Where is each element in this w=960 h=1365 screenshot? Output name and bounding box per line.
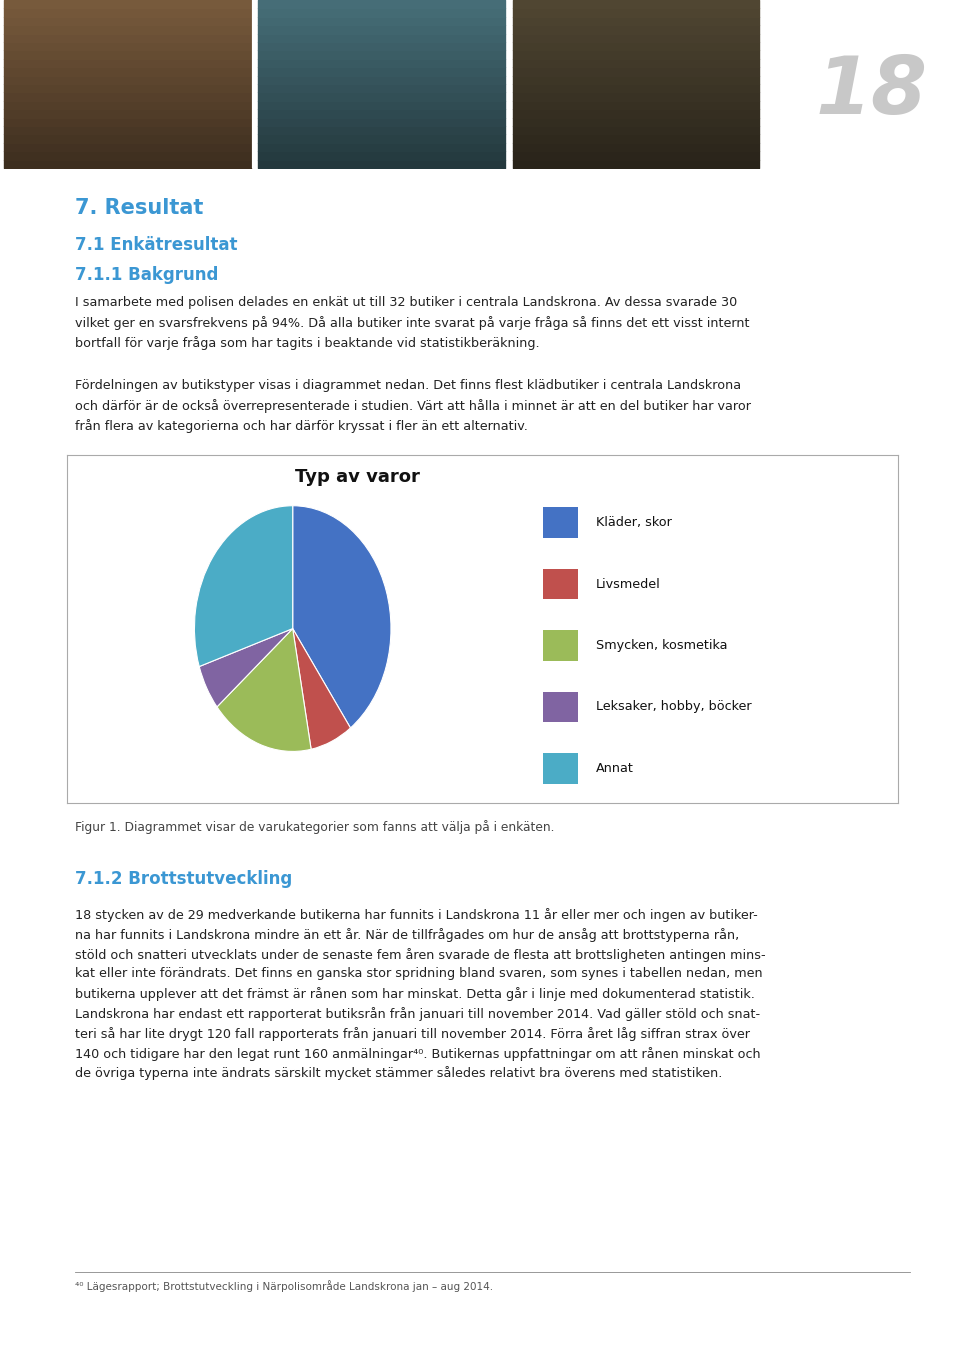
Text: Livsmedel: Livsmedel bbox=[595, 577, 660, 591]
Text: kat eller inte förändrats. Det finns en ganska stor spridning bland svaren, som : kat eller inte förändrats. Det finns en … bbox=[75, 968, 762, 980]
Bar bbox=[543, 569, 578, 599]
Text: 18: 18 bbox=[815, 53, 927, 131]
Text: En utredning om brottsförebyggande insatser inom handelsbranschen: En utredning om brottsförebyggande insat… bbox=[222, 1325, 738, 1340]
Text: na har funnits i Landskrona mindre än ett år. När de tillfrågades om hur de anså: na har funnits i Landskrona mindre än et… bbox=[75, 928, 739, 942]
Bar bbox=[543, 508, 578, 538]
Text: Annat: Annat bbox=[595, 762, 634, 775]
Text: 140 och tidigare har den legat runt 160 anmälningar⁴⁰. Butikernas uppfattningar : 140 och tidigare har den legat runt 160 … bbox=[75, 1047, 760, 1061]
Bar bbox=[543, 631, 578, 661]
Text: vilket ger en svarsfrekvens på 94%. Då alla butiker inte svarat på varje fråga s: vilket ger en svarsfrekvens på 94%. Då a… bbox=[75, 315, 750, 330]
Text: Figur 1. Diagrammet visar de varukategorier som fanns att välja på i enkäten.: Figur 1. Diagrammet visar de varukategor… bbox=[75, 820, 554, 834]
Text: Leksaker, hobby, böcker: Leksaker, hobby, böcker bbox=[595, 700, 752, 714]
Text: Landskrona har endast ett rapporterat butiksrån från januari till november 2014.: Landskrona har endast ett rapporterat bu… bbox=[75, 1007, 760, 1021]
Text: Typ av varor: Typ av varor bbox=[296, 468, 420, 486]
Wedge shape bbox=[293, 505, 391, 728]
Text: ⁴⁰ Lägesrapport; Brottstutveckling i Närpolisområde Landskrona jan – aug 2014.: ⁴⁰ Lägesrapport; Brottstutveckling i När… bbox=[75, 1280, 493, 1293]
Wedge shape bbox=[217, 628, 311, 751]
Text: teri så har lite drygt 120 fall rapporterats från januari till november 2014. Fö: teri så har lite drygt 120 fall rapporte… bbox=[75, 1026, 750, 1040]
Bar bbox=[543, 753, 578, 784]
Text: Smycken, kosmetika: Smycken, kosmetika bbox=[595, 639, 727, 652]
Wedge shape bbox=[200, 628, 293, 707]
Text: 7.1 Enkätresultat: 7.1 Enkätresultat bbox=[75, 236, 237, 254]
Text: Kläder, skor: Kläder, skor bbox=[595, 516, 672, 530]
Text: de övriga typerna inte ändrats särskilt mycket stämmer således relativt bra över: de övriga typerna inte ändrats särskilt … bbox=[75, 1066, 722, 1080]
Text: 18 stycken av de 29 medverkande butikerna har funnits i Landskrona 11 år eller m: 18 stycken av de 29 medverkande butikern… bbox=[75, 908, 757, 921]
Text: 7.1.1 Bakgrund: 7.1.1 Bakgrund bbox=[75, 266, 218, 284]
Text: 7.1.2 Brottstutveckling: 7.1.2 Brottstutveckling bbox=[75, 870, 292, 887]
Text: I samarbete med polisen delades en enkät ut till 32 butiker i centrala Landskron: I samarbete med polisen delades en enkät… bbox=[75, 296, 737, 310]
Text: och därför är de också överrepresenterade i studien. Värt att hålla i minnet är : och därför är de också överrepresenterad… bbox=[75, 399, 751, 414]
Text: Fördelningen av butikstyper visas i diagrammet nedan. Det finns flest klädbutike: Fördelningen av butikstyper visas i diag… bbox=[75, 379, 741, 392]
Text: från flera av kategorierna och har därför kryssat i fler än ett alternativ.: från flera av kategorierna och har därfö… bbox=[75, 419, 528, 433]
Text: butikerna upplever att det främst är rånen som har minskat. Detta går i linje me: butikerna upplever att det främst är rån… bbox=[75, 987, 755, 1001]
Text: 7. Resultat: 7. Resultat bbox=[75, 198, 204, 218]
Text: stöld och snatteri utvecklats under de senaste fem åren svarade de flesta att br: stöld och snatteri utvecklats under de s… bbox=[75, 947, 765, 961]
Text: bortfall för varje fråga som har tagits i beaktande vid statistikberäkning.: bortfall för varje fråga som har tagits … bbox=[75, 336, 540, 349]
Wedge shape bbox=[293, 628, 350, 749]
Wedge shape bbox=[195, 505, 293, 666]
Bar bbox=[543, 692, 578, 722]
